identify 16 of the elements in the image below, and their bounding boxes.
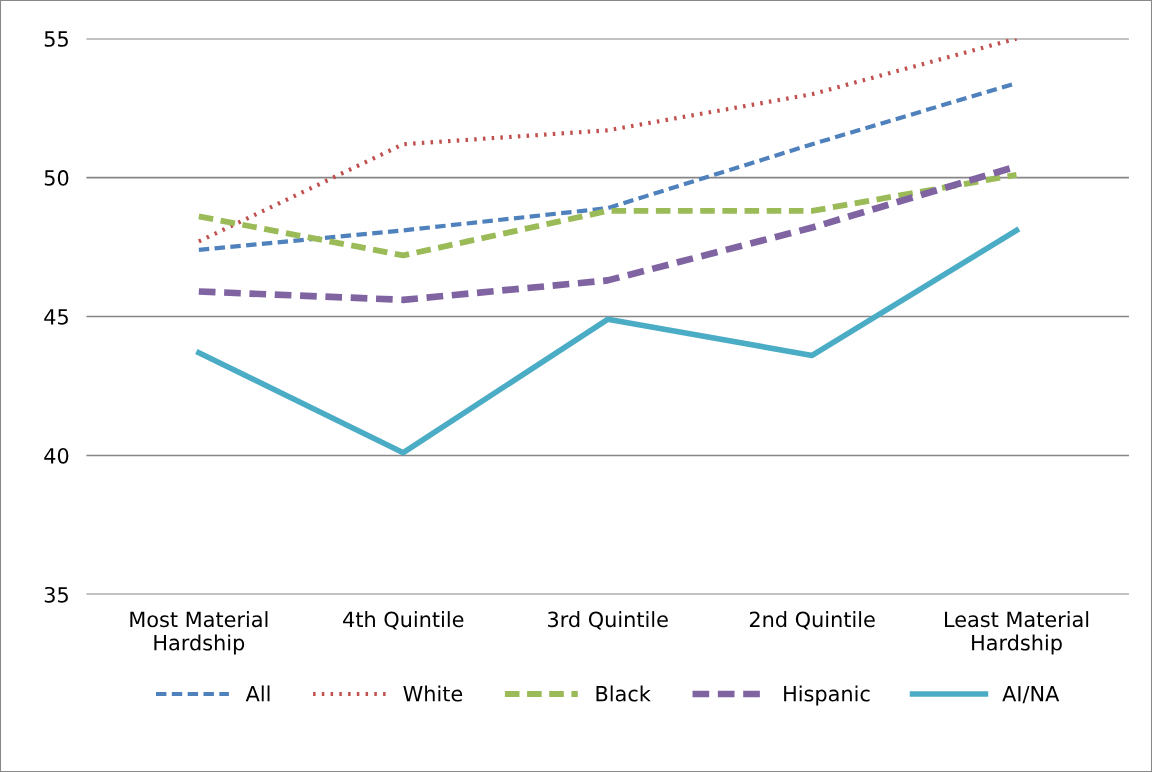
legend-label: All bbox=[245, 685, 270, 702]
legend-label: Hispanic bbox=[784, 685, 870, 706]
y-tick-label: 55 bbox=[44, 31, 68, 47]
x-tick-label: 3rd Quintile bbox=[548, 611, 668, 630]
y-tick-label: 45 bbox=[44, 309, 68, 325]
y-tick-label: 50 bbox=[44, 170, 69, 186]
legend-label: AI/NA bbox=[1002, 686, 1060, 704]
x-tick-label: 4th Quintile bbox=[343, 611, 464, 630]
line-series bbox=[196, 38, 1019, 244]
y-tick-label: 40 bbox=[44, 447, 69, 464]
y-tick-label: 35 bbox=[44, 586, 68, 603]
legend-label: White bbox=[403, 685, 463, 702]
x-tick-label: Most Material Hardship bbox=[130, 611, 268, 655]
x-tick-label: 2nd Quintile bbox=[749, 611, 875, 630]
x-tick-label: Least Material Hardship bbox=[945, 611, 1089, 655]
legend-label: Black bbox=[596, 685, 651, 702]
